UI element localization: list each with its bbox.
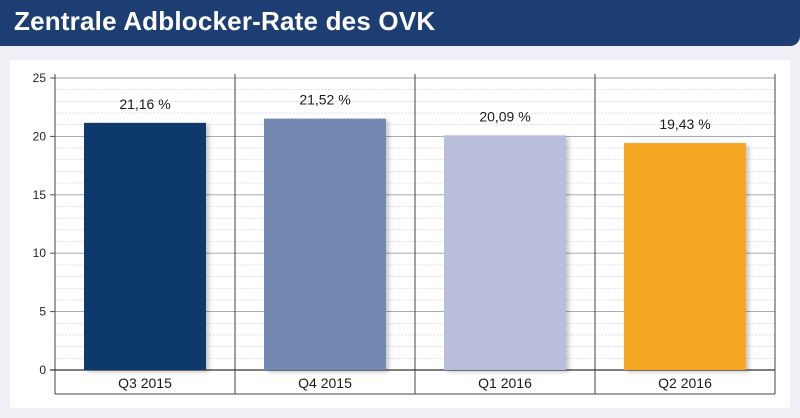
y-tick-label: 25 [33,71,47,85]
y-tick-label: 0 [39,363,46,377]
bar-q3-2015 [84,122,206,370]
data-label: 20,09 % [479,108,530,124]
bar-q2-2016 [624,143,746,370]
x-category-label: Q3 2015 [118,375,172,391]
chart-panel: 0 5 10 15 20 25 21,16 % Q3 2015 21,52 % Q4 2015 20… [10,60,790,408]
x-category-label: Q4 2015 [298,375,352,391]
data-label: 21,16 % [119,96,170,112]
x-category-label: Q2 2016 [658,375,712,391]
chart-header: Zentrale Adblocker-Rate des OVK [0,0,800,46]
y-tick-label: 20 [33,129,47,143]
chart-title: Zentrale Adblocker-Rate des OVK [14,6,436,36]
bar-q1-2016 [444,135,566,370]
data-label: 19,43 % [659,116,710,132]
y-tick-label: 10 [33,246,47,260]
bar-chart: 0 5 10 15 20 25 21,16 % Q3 2015 21,52 % Q4 2015 20… [33,71,776,395]
bar-q4-2015 [264,118,386,371]
y-tick-label: 15 [33,188,47,202]
y-tick-label: 5 [39,305,46,319]
x-category-label: Q1 2016 [478,375,532,391]
data-label: 21,52 % [299,92,350,108]
